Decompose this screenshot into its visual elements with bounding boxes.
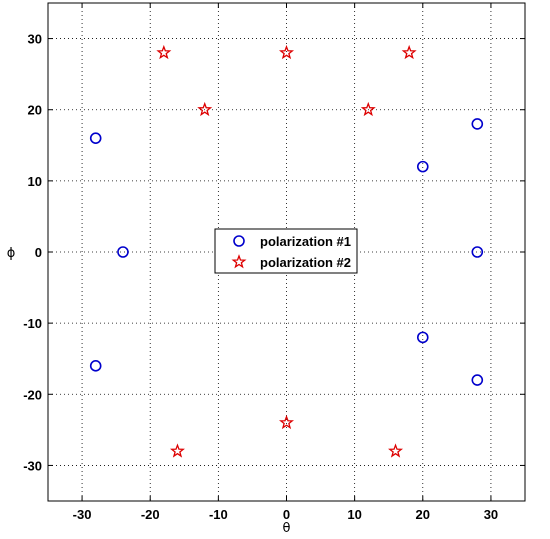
legend-entry-polarization-1: polarization #1 (260, 234, 351, 249)
data-point-circle (89, 360, 102, 372)
y-axis-label: ϕ (7, 246, 16, 261)
data-point-circle (471, 118, 484, 130)
legend-star-icon (231, 254, 247, 269)
data-point-circle (416, 160, 429, 173)
y-tick-label: -30 (23, 458, 42, 473)
y-tick-label: 20 (28, 103, 42, 118)
x-tick-label: 0 (283, 507, 290, 522)
x-tick-label: -10 (209, 507, 228, 522)
data-point-circle (416, 331, 429, 344)
legend-marker-star (231, 254, 247, 269)
marks-layer (89, 44, 484, 458)
data-point-circle (117, 246, 129, 258)
data-point-star (388, 443, 404, 458)
x-axis-label: θ (283, 521, 291, 536)
legend-entry-polarization-2: polarization #2 (260, 255, 351, 270)
y-tick-label: 0 (35, 245, 42, 260)
legend: polarization #1 polarization #2 (214, 228, 358, 274)
x-tick-label: 20 (416, 507, 430, 522)
data-point-star (197, 101, 213, 117)
legend-circle-icon (233, 235, 245, 247)
data-point-star (279, 414, 294, 430)
data-point-star (279, 44, 294, 60)
data-point-circle (471, 374, 484, 386)
data-point-star (360, 101, 376, 117)
x-tick-label: 30 (484, 507, 498, 522)
y-tick-label: -10 (23, 316, 42, 331)
data-point-star (169, 443, 185, 458)
y-tick-label: -20 (23, 387, 42, 402)
data-point-star (401, 44, 417, 60)
data-point-circle (89, 132, 102, 144)
x-tick-label: -30 (73, 507, 92, 522)
legend-marker-circle (233, 235, 245, 247)
x-tick-label: 10 (347, 507, 361, 522)
data-point-circle (471, 246, 484, 258)
y-tick-label: 10 (28, 174, 42, 189)
x-tick-label: -20 (141, 507, 160, 522)
ticks-layer: -30 -20 -10 0 10 20 30 -30 -20 -10 0 10 20 30 (23, 3, 525, 522)
data-point-star (156, 44, 172, 60)
y-tick-label: 30 (28, 32, 42, 47)
